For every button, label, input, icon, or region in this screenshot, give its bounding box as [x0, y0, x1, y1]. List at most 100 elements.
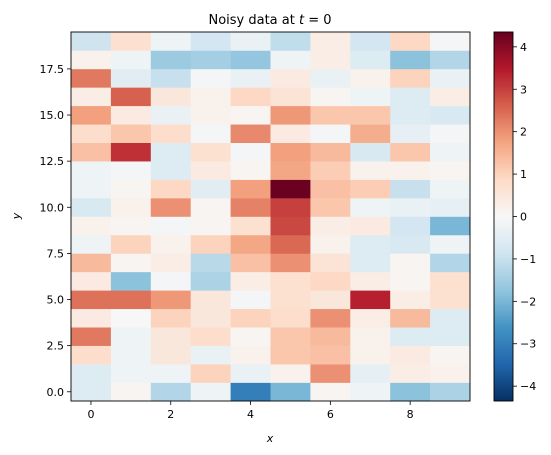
heatmap-cell [350, 32, 391, 51]
y-tick-label: 2.5 [47, 340, 65, 353]
heatmap-cell [71, 364, 112, 383]
heatmap-cell [390, 308, 431, 328]
chart-title-variable: t [299, 13, 305, 28]
heatmap-cell [430, 234, 471, 254]
heatmap-cell [350, 124, 391, 143]
heatmap-cell [230, 161, 271, 180]
heatmap-cell [430, 198, 471, 217]
heatmap-cell [71, 124, 112, 143]
heatmap-cell [350, 161, 391, 180]
heatmap-cell [350, 105, 391, 125]
heatmap-cell [270, 68, 311, 88]
heatmap-cell [270, 87, 311, 107]
heatmap-cell [310, 345, 351, 365]
colorbar-tick-label: 0 [520, 211, 527, 224]
heatmap-cell [190, 105, 231, 125]
heatmap-cell [310, 50, 351, 70]
heatmap-cell [190, 345, 231, 365]
heatmap-cell [190, 234, 231, 254]
y-tick-label: 7.5 [47, 247, 65, 260]
heatmap-cell [230, 290, 271, 310]
colorbar-tick-label: −2 [520, 295, 536, 308]
heatmap-cell [310, 198, 351, 217]
heatmap-cell [150, 271, 191, 291]
chart-title-suffix: = 0 [304, 13, 331, 28]
y-tick-label: 5.0 [47, 294, 65, 307]
heatmap-cell [390, 253, 431, 273]
heatmap-cell [230, 308, 271, 328]
heatmap-cell [310, 290, 351, 310]
heatmap-cell [350, 290, 391, 310]
heatmap-cell [430, 124, 471, 143]
heatmap-cell [270, 345, 311, 365]
heatmap-cell [430, 68, 471, 88]
colorbar-tick-label: 2 [520, 126, 527, 139]
heatmap-cell [110, 253, 152, 273]
heatmap-cell [110, 142, 152, 162]
heatmap-cell [110, 198, 152, 217]
heatmap-cell [270, 216, 311, 236]
heatmap-cell [230, 50, 271, 70]
heatmap-cell [270, 142, 311, 162]
heatmap-cell [150, 216, 191, 236]
heatmap-cell [110, 364, 152, 383]
heatmap-cell [390, 327, 431, 346]
heatmap-cell [71, 308, 112, 328]
heatmap-cell [230, 234, 271, 254]
heatmap-cell [190, 290, 231, 310]
heatmap-cell [350, 345, 391, 365]
heatmap-cell [310, 105, 351, 125]
heatmap-cell [430, 345, 471, 365]
heatmap-cell [390, 234, 431, 254]
x-tick-label: 0 [87, 408, 94, 421]
heatmap-cell [150, 179, 191, 199]
heatmap-cell [350, 50, 391, 70]
heatmap-cell [390, 68, 431, 88]
heatmap-cell [430, 382, 471, 402]
heatmap-cell [110, 290, 152, 310]
heatmap-cell [190, 271, 231, 291]
heatmap-cell [230, 124, 271, 143]
heatmap-cell [150, 50, 191, 70]
heatmap-cell [110, 87, 152, 107]
heatmap-cell [190, 253, 231, 273]
heatmap-cell [71, 327, 112, 346]
heatmap-cell [110, 105, 152, 125]
heatmap-cell [430, 142, 471, 162]
colorbar-tick-label: 3 [520, 83, 527, 96]
heatmap-cell [270, 179, 311, 199]
heatmap-cell [71, 382, 112, 402]
heatmap-cell [350, 179, 391, 199]
heatmap-cell [230, 87, 271, 107]
heatmap-cell [190, 161, 231, 180]
heatmap-cell [150, 161, 191, 180]
heatmap-cell [190, 308, 231, 328]
heatmap-cell [310, 68, 351, 88]
x-tick-label: 8 [407, 408, 414, 421]
heatmap-cell [430, 327, 471, 346]
heatmap-cell [230, 382, 271, 402]
y-tick-label: 15.0 [40, 109, 65, 122]
heatmap-cell [350, 87, 391, 107]
heatmap-cell [150, 253, 191, 273]
y-tick-label: 10.0 [40, 201, 65, 214]
heatmap-cell [190, 327, 231, 346]
heatmap-cell [230, 198, 271, 217]
heatmap-cell [230, 32, 271, 51]
heatmap-cell [430, 87, 471, 107]
heatmap-cell [71, 68, 112, 88]
x-axis-ticks: 0 2 4 6 8 [87, 401, 414, 421]
colorbar-tick-label: 4 [520, 41, 527, 54]
heatmap-cell [350, 271, 391, 291]
heatmap-cell [390, 124, 431, 143]
heatmap-cell [430, 161, 471, 180]
heatmap-cell [71, 271, 112, 291]
heatmap-cell [270, 124, 311, 143]
heatmap-cell [310, 142, 351, 162]
heatmap-cell [190, 68, 231, 88]
heatmap-cell [310, 179, 351, 199]
heatmap-cell [350, 198, 391, 217]
heatmap-cell [390, 216, 431, 236]
heatmap-cell [430, 179, 471, 199]
heatmap-cell [270, 234, 311, 254]
